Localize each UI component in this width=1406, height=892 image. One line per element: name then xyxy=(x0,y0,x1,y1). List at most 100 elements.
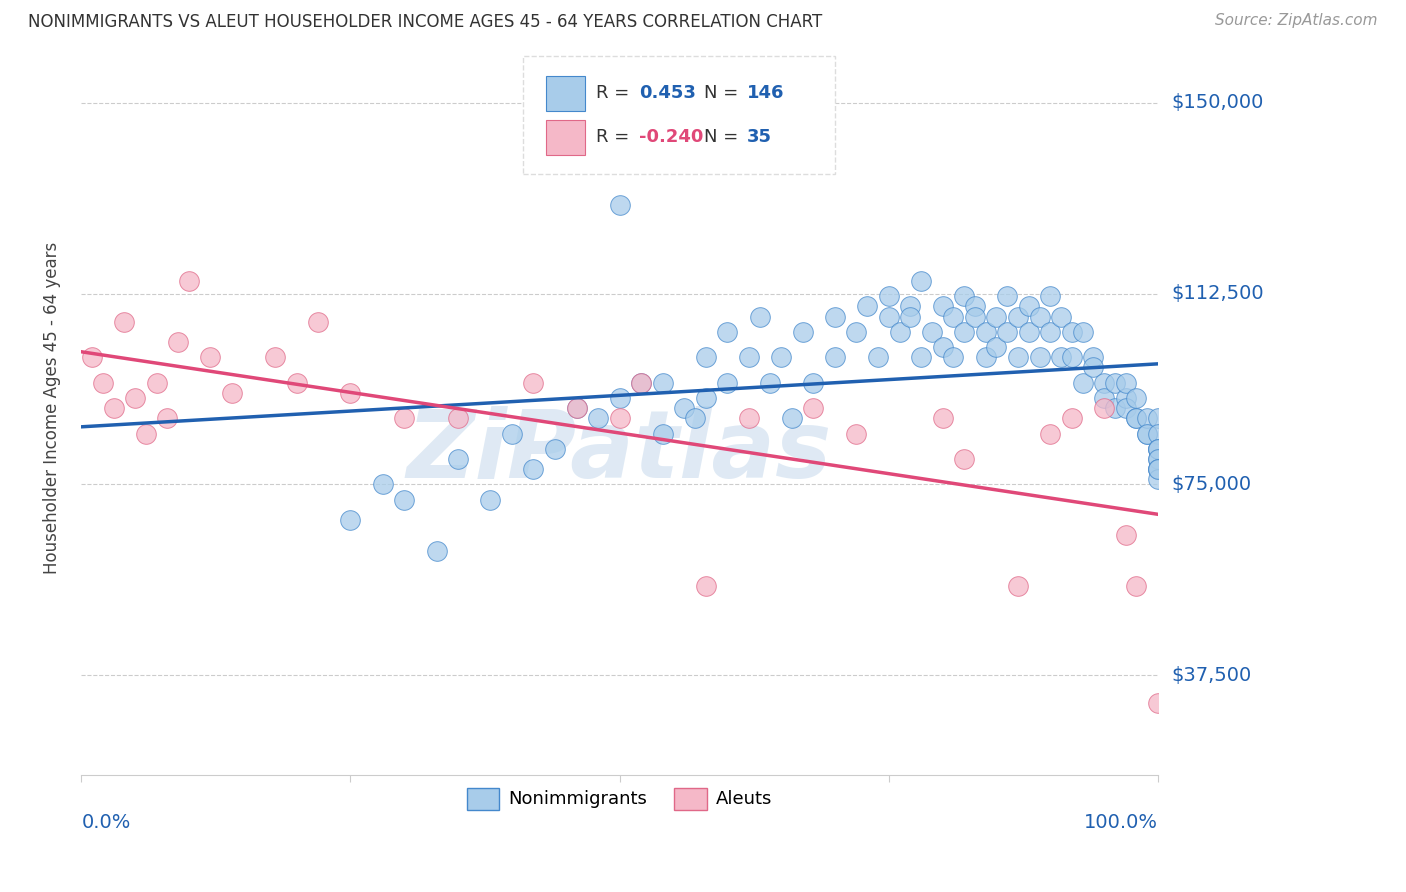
Point xyxy=(986,340,1008,354)
Point xyxy=(394,411,416,425)
Point xyxy=(339,513,361,527)
Point xyxy=(1125,411,1147,425)
Point xyxy=(845,426,868,441)
Point xyxy=(565,401,588,416)
Point xyxy=(371,477,394,491)
Point xyxy=(803,376,825,390)
Text: -0.240: -0.240 xyxy=(638,128,703,146)
Point xyxy=(1083,360,1105,375)
Point xyxy=(1147,442,1170,456)
Point xyxy=(501,426,523,441)
Point xyxy=(824,310,846,324)
Point xyxy=(738,411,761,425)
Point xyxy=(963,299,986,313)
Point xyxy=(792,325,814,339)
Text: R =: R = xyxy=(596,128,628,146)
Point xyxy=(898,310,921,324)
Text: 0.453: 0.453 xyxy=(638,84,696,102)
Point xyxy=(770,351,793,365)
Point xyxy=(1136,426,1159,441)
Point xyxy=(974,325,997,339)
Text: 35: 35 xyxy=(747,128,772,146)
Point xyxy=(145,376,167,390)
Point xyxy=(1115,391,1137,405)
Point xyxy=(931,411,953,425)
Point xyxy=(963,310,986,324)
Point xyxy=(80,351,103,365)
Point xyxy=(1007,310,1029,324)
Point xyxy=(522,376,544,390)
Point xyxy=(910,274,932,288)
Point xyxy=(1147,696,1170,710)
Point xyxy=(942,351,965,365)
Point xyxy=(953,452,976,467)
Y-axis label: Householder Income Ages 45 - 64 years: Householder Income Ages 45 - 64 years xyxy=(44,242,60,574)
Point xyxy=(135,426,157,441)
Point xyxy=(1050,310,1073,324)
Point xyxy=(91,376,114,390)
Point xyxy=(447,452,470,467)
FancyBboxPatch shape xyxy=(547,76,585,112)
Point xyxy=(651,376,673,390)
Point xyxy=(1147,462,1170,476)
Point xyxy=(651,426,673,441)
Point xyxy=(1092,401,1115,416)
Point xyxy=(953,289,976,303)
Point xyxy=(177,274,200,288)
Point xyxy=(759,376,782,390)
Point xyxy=(953,325,976,339)
Point xyxy=(1007,351,1029,365)
Point xyxy=(748,310,770,324)
Point xyxy=(1115,401,1137,416)
Point xyxy=(426,543,449,558)
Point xyxy=(1050,351,1073,365)
Point xyxy=(1028,351,1050,365)
Point xyxy=(609,411,631,425)
Point xyxy=(285,376,308,390)
Point xyxy=(522,462,544,476)
Point xyxy=(1060,351,1083,365)
Text: $37,500: $37,500 xyxy=(1171,665,1253,685)
Point xyxy=(1115,528,1137,542)
Point xyxy=(974,351,997,365)
Point xyxy=(1125,411,1147,425)
Point xyxy=(339,385,361,400)
Text: $150,000: $150,000 xyxy=(1171,94,1264,112)
Text: 0.0%: 0.0% xyxy=(82,814,131,832)
Point xyxy=(1104,401,1126,416)
Point xyxy=(1028,310,1050,324)
Point xyxy=(609,197,631,211)
Point xyxy=(112,315,135,329)
Point xyxy=(1007,579,1029,593)
Point xyxy=(1147,411,1170,425)
Point xyxy=(586,411,609,425)
Point xyxy=(1060,325,1083,339)
Point xyxy=(1147,426,1170,441)
Point xyxy=(1115,376,1137,390)
Point xyxy=(877,310,900,324)
Point xyxy=(695,579,717,593)
Point xyxy=(544,442,567,456)
Point xyxy=(200,351,222,365)
Text: NONIMMIGRANTS VS ALEUT HOUSEHOLDER INCOME AGES 45 - 64 YEARS CORRELATION CHART: NONIMMIGRANTS VS ALEUT HOUSEHOLDER INCOM… xyxy=(28,13,823,31)
Point xyxy=(630,376,652,390)
Text: Source: ZipAtlas.com: Source: ZipAtlas.com xyxy=(1215,13,1378,29)
Point xyxy=(683,411,706,425)
Text: 146: 146 xyxy=(747,84,785,102)
Point xyxy=(1071,325,1094,339)
Point xyxy=(1018,325,1040,339)
Point xyxy=(1147,452,1170,467)
Point xyxy=(1039,426,1062,441)
Point xyxy=(264,351,287,365)
Text: ZiPatlas: ZiPatlas xyxy=(406,406,832,498)
Point xyxy=(221,385,243,400)
Point xyxy=(1147,462,1170,476)
Point xyxy=(877,289,900,303)
Point xyxy=(1147,442,1170,456)
Point xyxy=(910,351,932,365)
Point xyxy=(1147,452,1170,467)
Point xyxy=(889,325,911,339)
Point xyxy=(1092,391,1115,405)
Point xyxy=(803,401,825,416)
Point xyxy=(1039,325,1062,339)
